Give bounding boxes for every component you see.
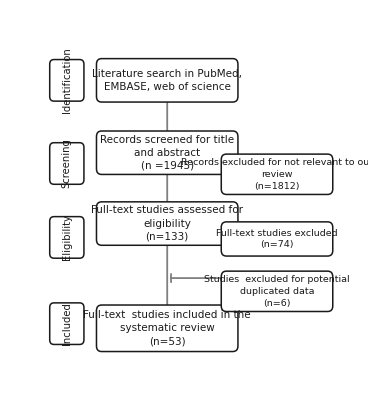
- FancyBboxPatch shape: [96, 131, 238, 174]
- Text: Full-text studies excluded
(n=74): Full-text studies excluded (n=74): [216, 228, 338, 249]
- Text: Literature search in PubMed,
EMBASE, web of science: Literature search in PubMed, EMBASE, web…: [92, 69, 242, 92]
- FancyBboxPatch shape: [50, 143, 84, 184]
- Text: Included: Included: [62, 302, 72, 345]
- Text: Studies  excluded for potential
duplicated data
(n=6): Studies excluded for potential duplicate…: [204, 275, 350, 308]
- FancyBboxPatch shape: [50, 60, 84, 101]
- FancyBboxPatch shape: [221, 154, 333, 194]
- Text: Screening: Screening: [62, 138, 72, 188]
- Text: Full-text  studies included in the
systematic review
(n=53): Full-text studies included in the system…: [84, 310, 251, 346]
- FancyBboxPatch shape: [221, 271, 333, 312]
- FancyBboxPatch shape: [96, 305, 238, 352]
- FancyBboxPatch shape: [96, 202, 238, 245]
- FancyBboxPatch shape: [96, 59, 238, 102]
- FancyBboxPatch shape: [221, 222, 333, 256]
- FancyBboxPatch shape: [50, 217, 84, 258]
- Text: Full-text studies assessed for
eligibility
(n=133): Full-text studies assessed for eligibili…: [91, 205, 243, 242]
- Text: Records excluded for not relevant to our
review
(n=1812): Records excluded for not relevant to our…: [181, 158, 368, 190]
- Text: Identification: Identification: [62, 48, 72, 113]
- FancyBboxPatch shape: [50, 303, 84, 344]
- Text: Records screened for title
and abstract
(n =1945): Records screened for title and abstract …: [100, 134, 234, 171]
- Text: Eligibility: Eligibility: [62, 214, 72, 260]
